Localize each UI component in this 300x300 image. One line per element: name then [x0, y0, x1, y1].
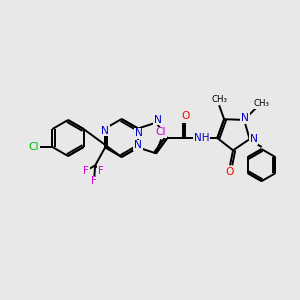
Text: O: O	[226, 167, 234, 177]
Text: N: N	[135, 128, 143, 139]
Text: CH₃: CH₃	[253, 99, 269, 108]
Text: N: N	[241, 113, 249, 123]
Text: N: N	[101, 125, 109, 136]
Text: O: O	[181, 111, 190, 121]
Text: N: N	[250, 134, 258, 144]
Text: Cl: Cl	[28, 142, 39, 152]
Text: CH₃: CH₃	[211, 95, 227, 104]
Text: F: F	[98, 166, 104, 176]
Text: F: F	[83, 166, 89, 176]
Text: N: N	[154, 115, 162, 124]
Text: Cl: Cl	[156, 128, 166, 137]
Text: F: F	[91, 176, 97, 187]
Text: NH: NH	[194, 133, 209, 143]
Text: N: N	[134, 140, 142, 151]
